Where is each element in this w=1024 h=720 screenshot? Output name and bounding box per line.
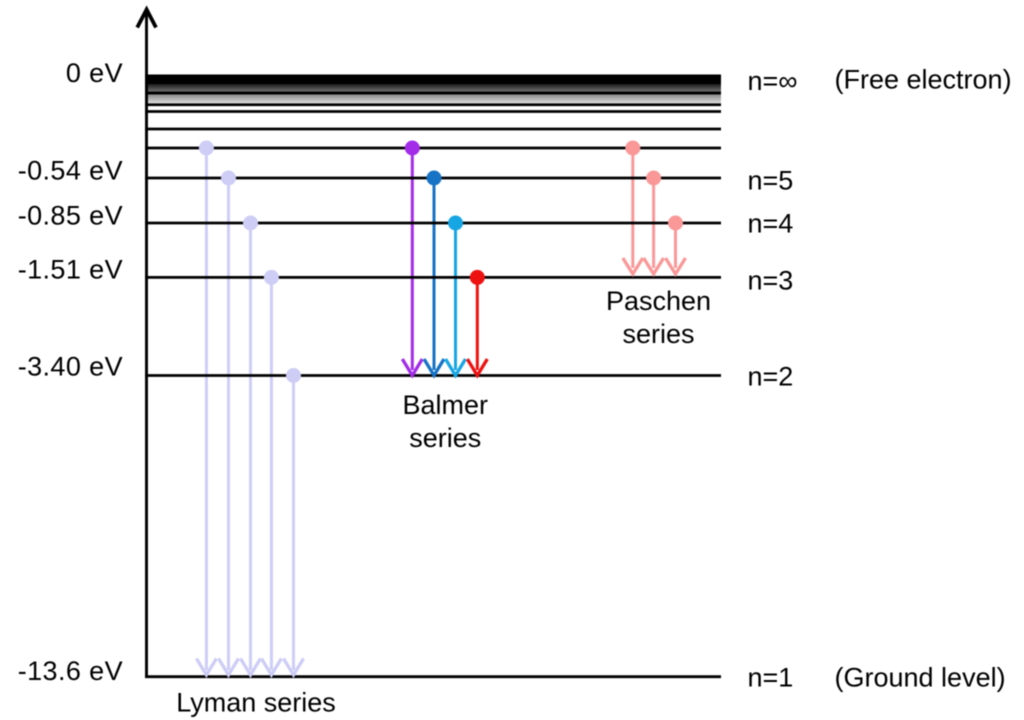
svg-text:-0.85 eV: -0.85 eV [18, 201, 123, 231]
svg-text:0 eV: 0 eV [66, 58, 123, 88]
svg-text:(Ground level): (Ground level) [835, 663, 1006, 693]
svg-text:n=1: n=1 [748, 663, 794, 693]
svg-text:-3.40 eV: -3.40 eV [18, 351, 123, 381]
svg-text:series: series [409, 423, 481, 453]
svg-text:-13.6 eV: -13.6 eV [18, 656, 123, 686]
svg-text:series: series [622, 319, 694, 349]
svg-text:Balmer: Balmer [403, 390, 489, 420]
svg-text:-0.54 eV: -0.54 eV [18, 156, 123, 186]
svg-text:Lyman series: Lyman series [176, 688, 336, 718]
svg-text:n=∞: n=∞ [748, 66, 798, 96]
svg-text:-1.51 eV: -1.51 eV [18, 254, 123, 284]
svg-text:(Free electron): (Free electron) [835, 65, 1012, 95]
svg-text:Paschen: Paschen [606, 286, 711, 316]
svg-text:n=3: n=3 [748, 266, 794, 296]
svg-text:n=5: n=5 [748, 166, 794, 196]
svg-text:n=2: n=2 [748, 362, 794, 392]
svg-text:n=4: n=4 [748, 209, 794, 239]
